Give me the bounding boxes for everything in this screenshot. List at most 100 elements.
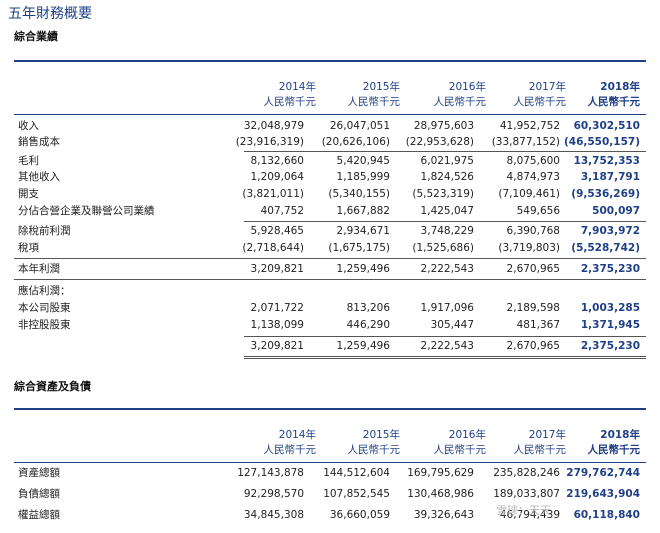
row-owners-of-company: 本公司股東 2,071,722 813,206 1,917,096 2,189,… <box>14 300 646 317</box>
value-2016: (5,523,319) <box>412 188 474 200</box>
value-2018: (46,550,157) <box>563 136 640 148</box>
value-2018: 219,643,904 <box>566 488 640 500</box>
value-2015: 1,259,496 <box>336 263 390 275</box>
value-2017: 46,794,439 <box>499 509 560 521</box>
row-label: 權益總額 <box>18 509 60 521</box>
value-2015: (20,626,106) <box>321 136 390 148</box>
year-header-2015: 2015年 人民幣千元 <box>347 429 401 456</box>
value-2018: 60,118,840 <box>573 509 640 521</box>
row-expenses: 開支 (3,821,011) (5,340,155) (5,523,319) (… <box>14 186 646 203</box>
value-2016: 2,222,543 <box>420 340 474 352</box>
row-label: 負債總額 <box>18 488 60 500</box>
row-gross-profit: 毛利 8,132,660 5,420,945 6,021,975 8,075,6… <box>14 153 646 170</box>
row-label: 非控股股東 <box>18 319 71 331</box>
value-2014: 1,138,099 <box>250 319 304 331</box>
value-2015: (5,340,155) <box>328 188 390 200</box>
value-2017: 549,656 <box>516 205 560 217</box>
value-2017: 8,075,600 <box>506 155 560 167</box>
value-2018: (5,528,742) <box>571 242 640 254</box>
table-top-rule <box>14 60 646 62</box>
value-2015: 2,934,671 <box>336 225 390 237</box>
row-tax: 稅項 (2,718,644) (1,675,175) (1,525,686) (… <box>14 240 646 257</box>
row-total-assets: 資產總額 127,143,878 144,512,604 169,795,629… <box>14 465 646 482</box>
value-2015: 813,206 <box>346 302 390 314</box>
value-2014: 3,209,821 <box>250 263 304 275</box>
value-2018: 7,903,972 <box>580 225 640 237</box>
header-rule <box>14 114 646 115</box>
row-total-equity: 權益總額 34,845,308 36,660,059 39,326,643 46… <box>14 507 646 524</box>
row-label: 收入 <box>18 120 39 132</box>
total-double-underline <box>244 358 646 359</box>
value-2017: 189,033,807 <box>493 488 560 500</box>
row-profit-before-tax: 除稅前利潤 5,928,465 2,934,671 3,748,229 6,39… <box>14 223 646 240</box>
watermark: 雪球：天天 <box>496 504 551 517</box>
value-2017: 2,670,965 <box>506 340 560 352</box>
table-top-rule <box>14 408 646 410</box>
subtotal-underline <box>244 151 646 152</box>
value-2015: 1,259,496 <box>336 340 390 352</box>
row-label: 本公司股東 <box>18 302 71 314</box>
year-header-2017: 2017年 人民幣千元 <box>513 429 567 456</box>
value-2016: 1,917,096 <box>420 302 474 314</box>
row-total-liabilities: 負債總額 92,298,570 107,852,545 130,468,986 … <box>14 486 646 503</box>
value-2014: (3,821,011) <box>242 188 304 200</box>
value-2015: 5,420,945 <box>336 155 390 167</box>
value-2014: 3,209,821 <box>250 340 304 352</box>
value-2016: (1,525,686) <box>412 242 474 254</box>
value-2016: 28,975,603 <box>413 120 474 132</box>
value-2018: 500,097 <box>592 205 640 217</box>
value-2015: 144,512,604 <box>323 467 390 479</box>
value-2018: 60,302,510 <box>573 120 640 132</box>
value-2015: 446,290 <box>346 319 390 331</box>
value-2017: (7,109,461) <box>498 188 560 200</box>
value-2016: 169,795,629 <box>407 467 474 479</box>
value-2014: 1,209,064 <box>250 171 304 183</box>
value-2015: 1,667,882 <box>336 205 390 217</box>
value-2017: 2,670,965 <box>506 263 560 275</box>
value-2017: 481,367 <box>516 319 560 331</box>
year-header-2016: 2016年 人民幣千元 <box>433 429 487 456</box>
row-cost-of-sales: 銷售成本 (23,916,319) (20,626,106) (22,953,6… <box>14 134 646 151</box>
year-header-2015: 2015年 人民幣千元 <box>347 81 401 108</box>
value-2017: (3,719,803) <box>498 242 560 254</box>
row-label: 應佔利潤： <box>18 285 71 297</box>
value-2016: 3,748,229 <box>420 225 474 237</box>
value-2014: (2,718,644) <box>242 242 304 254</box>
row-label: 分佔合營企業及聯營公司業績 <box>18 205 155 217</box>
value-2017: 235,828,246 <box>493 467 560 479</box>
year-header-2016: 2016年 人民幣千元 <box>433 81 487 108</box>
value-2018: 1,371,945 <box>580 319 640 331</box>
value-2017: 2,189,598 <box>506 302 560 314</box>
header-rule <box>14 462 646 463</box>
value-2014: 127,143,878 <box>237 467 304 479</box>
value-2014: 8,132,660 <box>250 155 304 167</box>
value-2015: 26,047,051 <box>329 120 390 132</box>
value-2016: (22,953,628) <box>405 136 474 148</box>
row-label: 資產總額 <box>18 467 60 479</box>
row-label: 稅項 <box>18 242 39 254</box>
value-2017: (33,877,152) <box>491 136 560 148</box>
value-2015: 1,185,999 <box>336 171 390 183</box>
value-2016: 39,326,643 <box>413 509 474 521</box>
section-title-results: 綜合業績 <box>14 30 58 43</box>
value-2016: 305,447 <box>430 319 474 331</box>
subtotal-underline <box>244 221 646 222</box>
value-2018: 3,187,791 <box>580 171 640 183</box>
total-double-underline <box>244 356 646 357</box>
row-label: 銷售成本 <box>18 136 60 148</box>
value-2018: (9,536,269) <box>571 188 640 200</box>
value-2017: 41,952,752 <box>499 120 560 132</box>
value-2015: 107,852,545 <box>323 488 390 500</box>
row-label: 毛利 <box>18 155 39 167</box>
value-2016: 1,425,047 <box>420 205 474 217</box>
value-2014: 2,071,722 <box>250 302 304 314</box>
row-label: 其他收入 <box>18 171 60 183</box>
value-2014: 32,048,979 <box>243 120 304 132</box>
year-header-2018: 2018年 人民幣千元 <box>587 81 641 108</box>
value-2016: 6,021,975 <box>420 155 474 167</box>
row-label: 本年利潤 <box>18 263 60 275</box>
value-2018: 279,762,744 <box>566 467 640 479</box>
value-2016: 1,824,526 <box>420 171 474 183</box>
section-title-assets-liabilities: 綜合資產及負債 <box>14 380 91 393</box>
value-2015: (1,675,175) <box>328 242 390 254</box>
